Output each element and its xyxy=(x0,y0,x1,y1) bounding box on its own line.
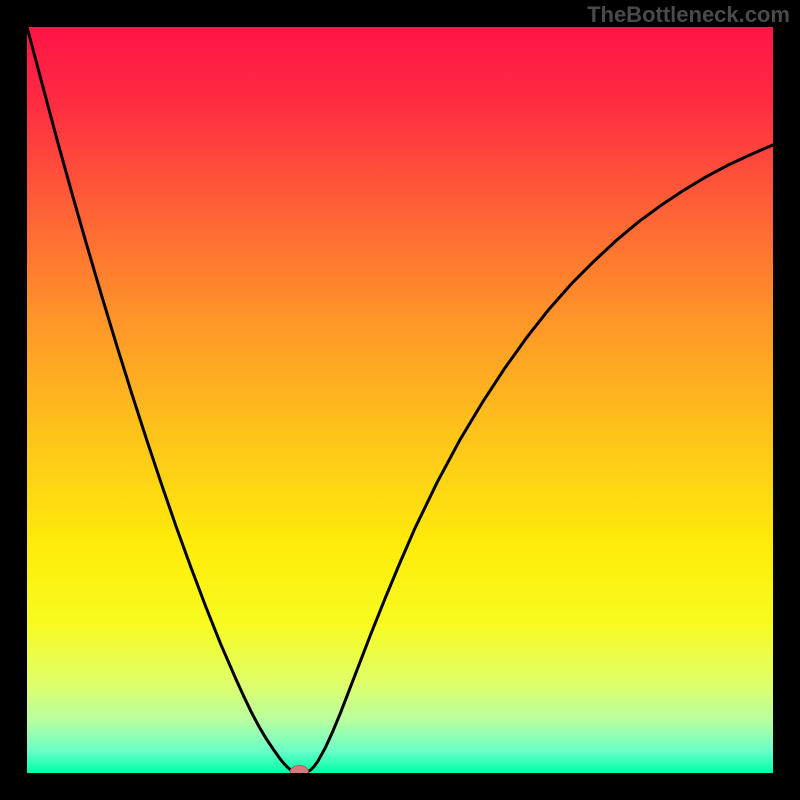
bottleneck-curve xyxy=(27,27,773,773)
chart-container: TheBottleneck.com xyxy=(0,0,800,800)
curve-path xyxy=(27,27,773,773)
watermark-text: TheBottleneck.com xyxy=(587,2,790,28)
optimal-marker xyxy=(290,766,308,773)
plot-area xyxy=(27,27,773,773)
